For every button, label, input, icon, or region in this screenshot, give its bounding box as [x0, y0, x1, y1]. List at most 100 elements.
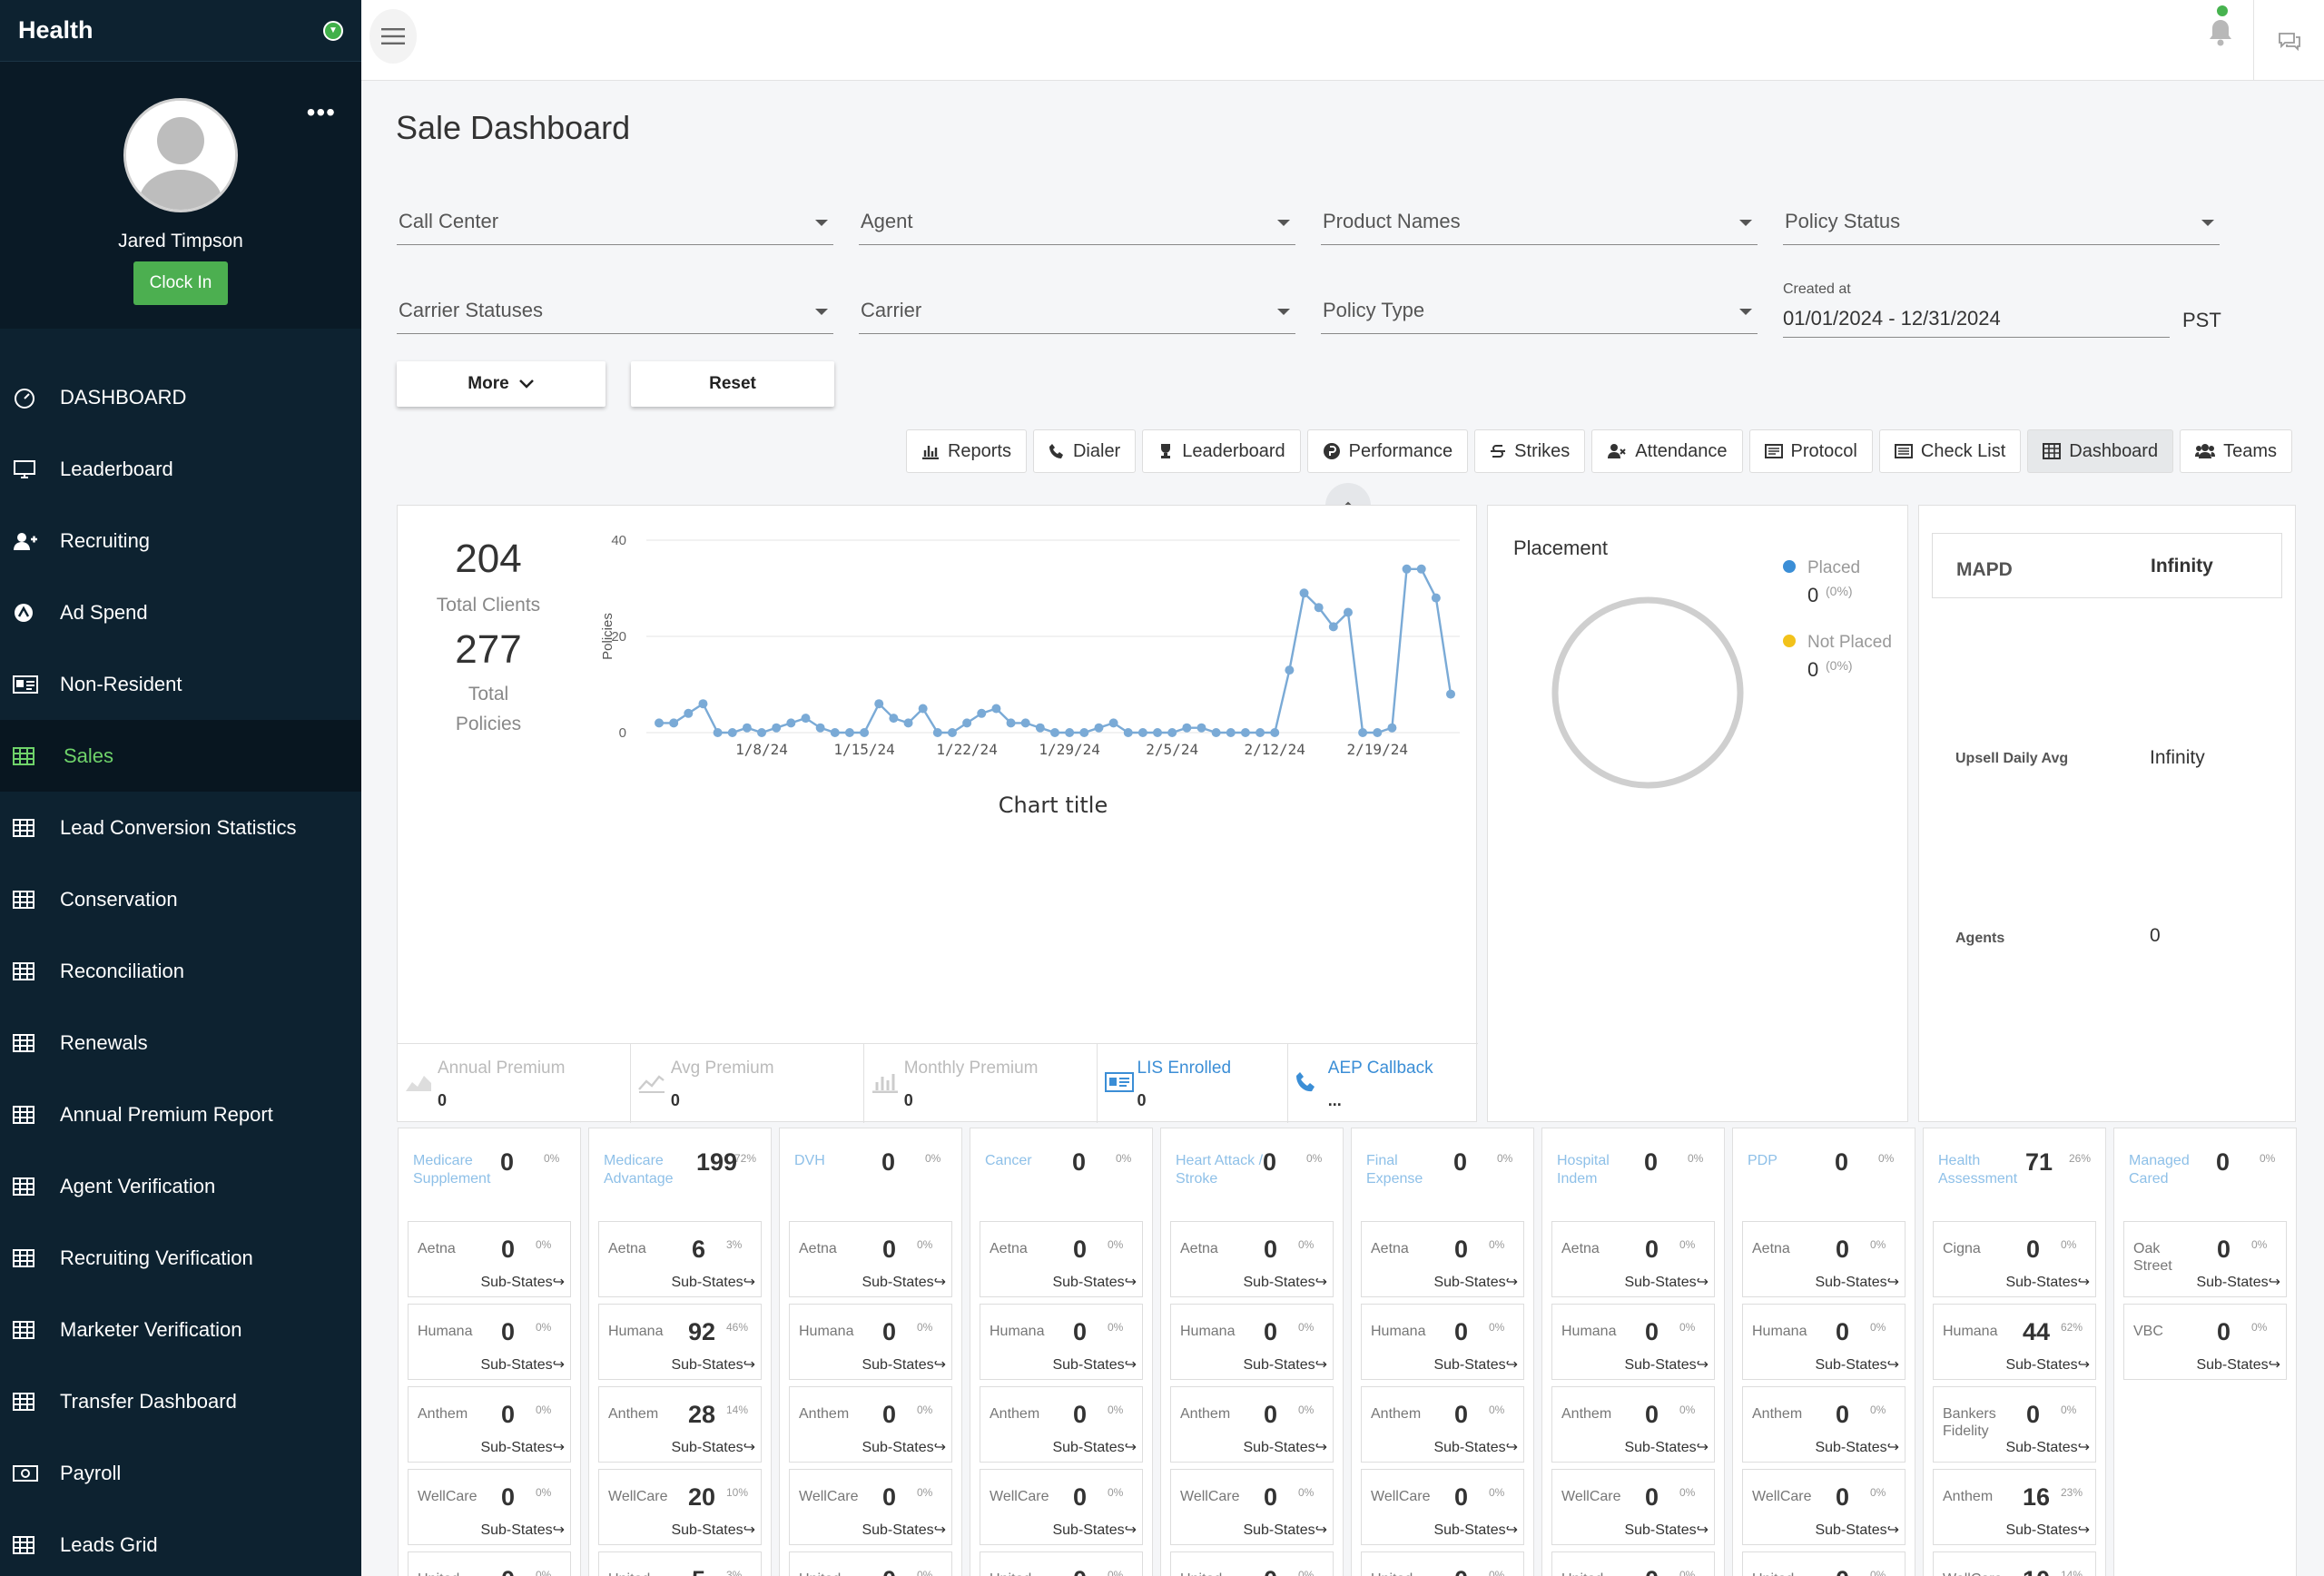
sub-states-link[interactable]: Sub-States↪	[862, 1357, 946, 1373]
sidebar-item-agent-verification[interactable]: Agent Verification	[0, 1150, 361, 1222]
sidebar-item-annual-premium-report[interactable]: Annual Premium Report	[0, 1079, 361, 1150]
sub-states-link[interactable]: Sub-States↪	[2005, 1275, 2090, 1290]
carrier-box[interactable]: Humana 0 0% Sub-States↪	[1361, 1304, 1524, 1380]
carrier-box[interactable]: Aetna 0 0% Sub-States↪	[1361, 1221, 1524, 1297]
sidebar-item-recruiting-verification[interactable]: Recruiting Verification	[0, 1222, 361, 1294]
carrier-box[interactable]: WellCare 0 0% Sub-States↪	[789, 1469, 952, 1545]
sub-states-link[interactable]: Sub-States↪	[1052, 1440, 1137, 1455]
sub-states-link[interactable]: Sub-States↪	[1433, 1357, 1518, 1373]
carrier-box[interactable]: United00%Sub-States↪	[1742, 1551, 1905, 1576]
chat-icon[interactable]	[2253, 0, 2324, 81]
sub-states-link[interactable]: Sub-States↪	[1052, 1357, 1137, 1373]
sidebar-item-reconciliation[interactable]: Reconciliation	[0, 935, 361, 1007]
sub-states-link[interactable]: Sub-States↪	[1243, 1440, 1327, 1455]
sub-states-link[interactable]: Sub-States↪	[2005, 1357, 2090, 1373]
sub-states-link[interactable]: Sub-States↪	[1624, 1522, 1709, 1538]
kpi-aep-callback[interactable]: AEP Callback...	[1288, 1044, 1478, 1123]
tab-dashboard[interactable]: Dashboard	[2027, 429, 2174, 473]
carrier-box[interactable]: Anthem 0 0% Sub-States↪	[1170, 1386, 1334, 1463]
sidebar-item-leaderboard[interactable]: Leaderboard	[0, 433, 361, 505]
policy-type-select[interactable]: Policy Type	[1321, 291, 1758, 334]
notification-bell-icon[interactable]	[2208, 18, 2233, 52]
sidebar-item-sales[interactable]: Sales	[0, 720, 361, 792]
sub-states-link[interactable]: Sub-States↪	[1624, 1357, 1709, 1373]
tab-dialer[interactable]: Dialer	[1032, 429, 1137, 473]
call-center-select[interactable]: Call Center	[397, 202, 833, 245]
sub-states-link[interactable]: Sub-States↪	[671, 1357, 755, 1373]
sub-states-link[interactable]: Sub-States↪	[1433, 1440, 1518, 1455]
carrier-box[interactable]: Anthem 0 0% Sub-States↪	[408, 1386, 571, 1463]
status-indicator-icon[interactable]: ▼	[323, 20, 343, 41]
sub-states-link[interactable]: Sub-States↪	[480, 1522, 565, 1538]
carrier-box[interactable]: United53%Sub-States↪	[598, 1551, 762, 1576]
carrier-box[interactable]: Aetna 0 0% Sub-States↪	[1742, 1221, 1905, 1297]
sidebar-item-renewals[interactable]: Renewals	[0, 1007, 361, 1079]
sidebar-item-transfer-dashboard[interactable]: Transfer Dashboard	[0, 1365, 361, 1437]
more-options-icon[interactable]: •••	[306, 98, 336, 126]
kpi-lis-enrolled[interactable]: LIS Enrolled 0	[1098, 1044, 1288, 1123]
carrier-box[interactable]: Humana 0 0% Sub-States↪	[980, 1304, 1143, 1380]
carrier-box[interactable]: WellCare 20 10% Sub-States↪	[598, 1469, 762, 1545]
carrier-box[interactable]: Aetna 0 0% Sub-States↪	[980, 1221, 1143, 1297]
carrier-box[interactable]: Anthem 16 23% Sub-States↪	[1933, 1469, 2096, 1545]
carrier-box[interactable]: WellCare 0 0% Sub-States↪	[1551, 1469, 1715, 1545]
sub-states-link[interactable]: Sub-States↪	[1624, 1440, 1709, 1455]
carrier-box[interactable]: Anthem 28 14% Sub-States↪	[598, 1386, 762, 1463]
policy-status-select[interactable]: Policy Status	[1783, 202, 2220, 245]
carrier-box[interactable]: Humana 0 0% Sub-States↪	[408, 1304, 571, 1380]
carrier-box[interactable]: Cigna 0 0% Sub-States↪	[1933, 1221, 2096, 1297]
carrier-box[interactable]: Oak Street 0 0% Sub-States↪	[2123, 1221, 2287, 1297]
tab-performance[interactable]: Performance	[1306, 429, 1469, 473]
product-names-select[interactable]: Product Names	[1321, 202, 1758, 245]
sub-states-link[interactable]: Sub-States↪	[862, 1522, 946, 1538]
carrier-box[interactable]: Aetna 0 0% Sub-States↪	[1170, 1221, 1334, 1297]
sidebar-item-conservation[interactable]: Conservation	[0, 863, 361, 935]
carrier-box[interactable]: Humana 0 0% Sub-States↪	[789, 1304, 952, 1380]
hamburger-menu-icon[interactable]	[369, 9, 417, 64]
carrier-box[interactable]: Anthem 0 0% Sub-States↪	[1361, 1386, 1524, 1463]
sidebar-item-dashboard[interactable]: DASHBOARD	[0, 361, 361, 433]
sub-states-link[interactable]: Sub-States↪	[480, 1357, 565, 1373]
carrier-box[interactable]: WellCare 0 0% Sub-States↪	[980, 1469, 1143, 1545]
carrier-box[interactable]: Anthem 0 0% Sub-States↪	[1742, 1386, 1905, 1463]
carrier-box[interactable]: United00%Sub-States↪	[1361, 1551, 1524, 1576]
sub-states-link[interactable]: Sub-States↪	[671, 1440, 755, 1455]
tab-teams[interactable]: Teams	[2180, 429, 2292, 473]
sidebar-item-payroll[interactable]: Payroll	[0, 1437, 361, 1509]
sidebar-item-non-resident[interactable]: Non-Resident	[0, 648, 361, 720]
carrier-box[interactable]: WellCare 0 0% Sub-States↪	[1742, 1469, 1905, 1545]
more-filters-button[interactable]: More	[397, 361, 606, 407]
sub-states-link[interactable]: Sub-States↪	[1243, 1275, 1327, 1290]
sub-states-link[interactable]: Sub-States↪	[1815, 1357, 1899, 1373]
sub-states-link[interactable]: Sub-States↪	[1052, 1275, 1137, 1290]
sidebar-item-marketer-verification[interactable]: Marketer Verification	[0, 1294, 361, 1365]
sidebar-item-leads-grid[interactable]: Leads Grid	[0, 1509, 361, 1576]
carrier-box[interactable]: Aetna 6 3% Sub-States↪	[598, 1221, 762, 1297]
carrier-box[interactable]: Humana 44 62% Sub-States↪	[1933, 1304, 2096, 1380]
carrier-statuses-select[interactable]: Carrier Statuses	[397, 291, 833, 334]
carrier-box[interactable]: WellCare 0 0% Sub-States↪	[1361, 1469, 1524, 1545]
carrier-box[interactable]: Bankers Fidelity 0 0% Sub-States↪	[1933, 1386, 2096, 1463]
carrier-box[interactable]: WellCare 0 0% Sub-States↪	[1170, 1469, 1334, 1545]
sub-states-link[interactable]: Sub-States↪	[480, 1275, 565, 1290]
sub-states-link[interactable]: Sub-States↪	[862, 1275, 946, 1290]
carrier-box[interactable]: WellCare1014%Sub-States↪	[1933, 1551, 2096, 1576]
sub-states-link[interactable]: Sub-States↪	[1243, 1357, 1327, 1373]
carrier-box[interactable]: Anthem 0 0% Sub-States↪	[789, 1386, 952, 1463]
sub-states-link[interactable]: Sub-States↪	[1815, 1275, 1899, 1290]
carrier-box[interactable]: WellCare 0 0% Sub-States↪	[408, 1469, 571, 1545]
sub-states-link[interactable]: Sub-States↪	[1433, 1275, 1518, 1290]
carrier-box[interactable]: Anthem 0 0% Sub-States↪	[980, 1386, 1143, 1463]
sub-states-link[interactable]: Sub-States↪	[1243, 1522, 1327, 1538]
carrier-box[interactable]: United00%Sub-States↪	[789, 1551, 952, 1576]
carrier-box[interactable]: Humana 0 0% Sub-States↪	[1742, 1304, 1905, 1380]
carrier-box[interactable]: Humana 0 0% Sub-States↪	[1551, 1304, 1715, 1380]
agent-select[interactable]: Agent	[859, 202, 1295, 245]
clock-in-button[interactable]: Clock In	[133, 261, 229, 305]
carrier-select[interactable]: Carrier	[859, 291, 1295, 334]
carrier-box[interactable]: United00%Sub-States↪	[1551, 1551, 1715, 1576]
tab-attendance[interactable]: Attendance	[1591, 429, 1743, 473]
sidebar-item-lead-conversion-statistics[interactable]: Lead Conversion Statistics	[0, 792, 361, 863]
sidebar-item-ad-spend[interactable]: Ad Spend	[0, 576, 361, 648]
carrier-box[interactable]: United00%Sub-States↪	[980, 1551, 1143, 1576]
